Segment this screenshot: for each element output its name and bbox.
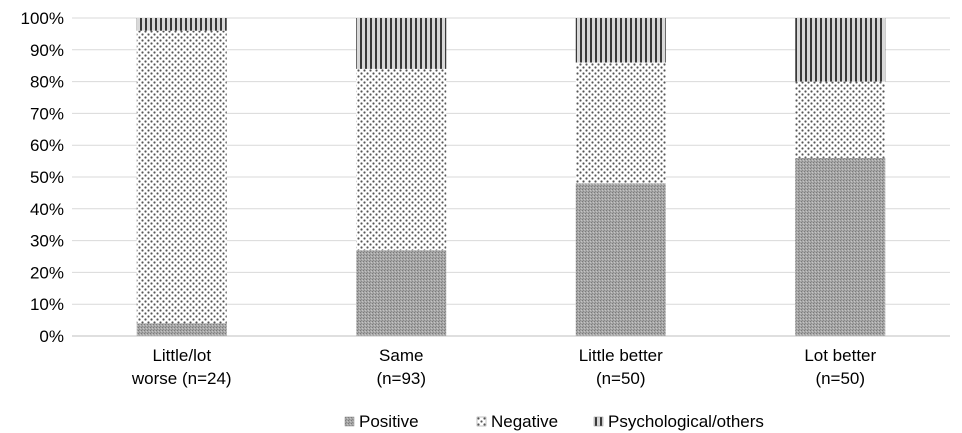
y-tick-label: 60%	[30, 136, 64, 155]
y-tick-label: 30%	[30, 232, 64, 251]
bar-segment-negative	[136, 30, 227, 324]
y-tick-label: 40%	[30, 200, 64, 219]
x-category-label: Little better	[579, 346, 663, 365]
bar-segment-negative	[795, 81, 886, 158]
bar-segment-positive	[575, 183, 666, 336]
bar-segment-positive	[795, 157, 886, 336]
y-tick-label: 100%	[21, 9, 64, 28]
x-category-label: (n=93)	[376, 369, 426, 388]
x-category-label: worse (n=24)	[131, 369, 232, 388]
x-category-label: (n=50)	[596, 369, 646, 388]
x-category-label: (n=50)	[815, 369, 865, 388]
y-tick-label: 70%	[30, 104, 64, 123]
bars	[136, 18, 886, 336]
y-tick-label: 10%	[30, 295, 64, 314]
y-tick-label: 20%	[30, 263, 64, 282]
y-tick-label: 90%	[30, 41, 64, 60]
x-category-label: Same	[379, 346, 423, 365]
legend-label: Psychological/others	[608, 412, 764, 431]
y-axis-ticks: 0% 10% 20% 30% 40% 50% 60% 70% 80% 90% 100%	[21, 9, 64, 346]
bar-segment-negative	[356, 68, 447, 251]
bar-segment-psychological-others	[356, 18, 447, 69]
x-axis-categories: Little/lot worse (n=24) Same (n=93) Little b…	[131, 346, 877, 388]
legend-label: Negative	[491, 412, 558, 431]
bar-segment-positive	[356, 250, 447, 336]
y-tick-label: 0%	[39, 327, 64, 346]
bar-segment-positive	[136, 323, 227, 336]
x-category-label: Lot better	[804, 346, 876, 365]
legend-swatch	[344, 416, 355, 427]
y-tick-label: 80%	[30, 73, 64, 92]
x-category-label: Little/lot	[152, 346, 211, 365]
bar-segment-psychological-others	[795, 18, 886, 82]
y-tick-label: 50%	[30, 168, 64, 187]
legend: Positive Negative Psychological/others	[344, 412, 764, 431]
bar-segment-psychological-others	[136, 18, 227, 31]
bar-segment-negative	[575, 62, 666, 184]
bar-segment-psychological-others	[575, 18, 666, 63]
legend-swatch	[593, 416, 604, 427]
legend-label: Positive	[359, 412, 419, 431]
legend-swatch	[476, 416, 487, 427]
